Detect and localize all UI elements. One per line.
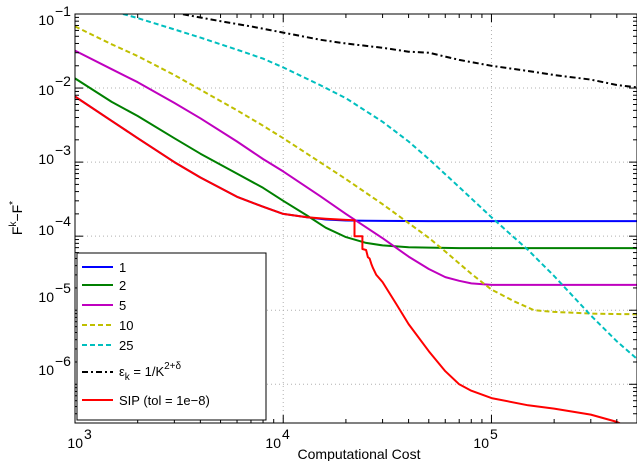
series-lines [75,14,637,423]
y-tick-label-1e-1: 10 [38,12,54,28]
legend-label-25: 25 [119,338,133,353]
series-25-line [122,14,637,360]
y-tick-label-1e-1-exp: −1 [55,3,71,19]
y-tick-label-1e-6-exp: −6 [55,353,71,369]
y-axis-label: Fk−F* [8,201,25,235]
series-2-line [75,77,637,250]
series-epsilon-line [182,14,637,89]
legend-box [76,252,267,421]
y-tick-label-1e-5-exp: −5 [55,280,71,296]
series-5-line [75,49,637,286]
y-tick-label-1e-2-exp: −2 [55,73,71,89]
legend: 1 2 5 10 25 εk = 1/K2+δ SIP (tol = 1e−8) [76,252,267,421]
x-tick-label-1e4-exp: 4 [282,426,290,442]
x-tick-label-1e3: 10 [67,435,83,451]
series-sip-line [75,95,622,423]
series-10-line [75,25,637,316]
legend-label-1: 1 [119,260,126,275]
x-tick-label-1e4: 10 [265,435,281,451]
legend-label-5: 5 [119,298,126,313]
legend-label-sip: SIP (tol = 1e−8) [119,393,210,408]
y-tick-label-1e-2: 10 [38,82,54,98]
plot-frame [74,13,637,424]
y-tick-label-1e-4-exp: −4 [55,213,71,229]
x-tick-label-1e5: 10 [473,435,489,451]
y-tick-label-1e-4: 10 [38,222,54,238]
x-tick-label-1e3-exp: 3 [84,426,92,442]
x-axis-label: Computational Cost [298,446,421,461]
y-tick-label-1e-3-exp: −3 [55,142,71,158]
y-tick-label-1e-6: 10 [38,362,54,378]
legend-label-10: 10 [119,318,133,333]
x-tick-label-1e5-exp: 5 [490,426,498,442]
y-tick-label-1e-3: 10 [38,151,54,167]
legend-label-epsilon: εk = 1/K2+δ [119,361,182,383]
y-tick-label-1e-5: 10 [38,289,54,305]
legend-label-2: 2 [119,278,126,293]
